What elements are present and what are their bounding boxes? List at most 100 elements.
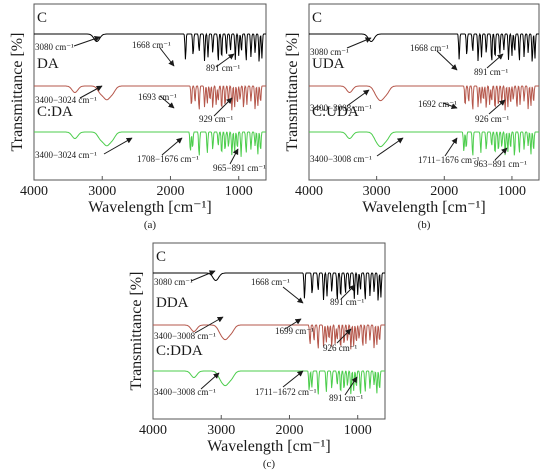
peak-annotation: 891 cm⁻¹ — [206, 63, 240, 73]
annotation-arrow — [336, 328, 352, 344]
peak-annotation: 1711−1672 cm⁻¹ — [255, 387, 317, 397]
annotation-arrow — [103, 137, 133, 155]
x-tick-label: 2000 — [275, 423, 303, 438]
panel-letter: (b) — [418, 219, 431, 231]
x-tick-label: 2000 — [430, 184, 458, 199]
annotation-arrow — [346, 89, 370, 107]
x-tick-label: 3000 — [207, 423, 235, 438]
annotation-arrow — [444, 137, 458, 157]
panel-3: C DDA C:DDA 3080 cm⁻¹ 1668 cm⁻¹ 891 cm⁻¹ 3400−… — [128, 242, 386, 470]
peak-annotation: 926 cm⁻¹ — [475, 114, 509, 124]
x-axis-label: Wavelength [cm⁻¹] — [88, 199, 211, 216]
peak-annotation: 1693 cm⁻¹ — [138, 92, 177, 102]
annotation-arrow — [213, 97, 233, 117]
annotation-arrow — [436, 50, 458, 71]
annotation-arrow — [190, 270, 216, 282]
peak-annotation: 891 cm⁻¹ — [330, 297, 364, 307]
plot-frame — [308, 3, 540, 181]
peak-annotation: 3080 cm⁻¹ — [310, 47, 349, 57]
series-label: C — [156, 249, 166, 265]
annotation-arrow — [229, 148, 239, 165]
plot-frame — [152, 242, 386, 420]
x-tick-label: 1000 — [498, 184, 526, 199]
spectrum-c — [34, 32, 266, 62]
spectrum-c-dda — [153, 370, 385, 395]
x-axis-label: Wavelength [cm⁻¹] — [362, 199, 485, 216]
x-tick-label: 4000 — [139, 423, 167, 438]
annotation-arrow — [73, 35, 101, 47]
series-label: C:DA — [37, 104, 73, 120]
peak-annotation: 926 cm⁻¹ — [323, 343, 357, 353]
x-tick-label: 4000 — [20, 184, 48, 199]
plot-frame — [33, 3, 267, 181]
peak-annotation: 965−891 cm⁻¹ — [213, 163, 266, 173]
spectrum-uda — [309, 84, 539, 111]
annotation-arrow — [340, 284, 356, 300]
y-axis-label: Transmittance [%] — [128, 272, 145, 391]
x-tick-label: 1000 — [344, 423, 372, 438]
y-axis-label: Transmittance [%] — [9, 33, 26, 152]
spectrum-c-uda — [309, 131, 539, 156]
panel-2: C UDA C:UDA 3080 cm⁻¹ 1668 cm⁻¹ 891 cm⁻¹ 3400−… — [284, 3, 540, 231]
spectrum-dda — [153, 324, 385, 350]
series-label: UDA — [312, 56, 345, 72]
peak-annotation: 1668 cm⁻¹ — [132, 40, 171, 50]
series-label: DDA — [156, 295, 189, 311]
annotation-arrow — [159, 47, 175, 67]
series-label: C:UDA — [312, 104, 359, 120]
series-label: C — [37, 10, 47, 26]
annotation-arrow — [486, 53, 504, 69]
annotation-arrow — [442, 102, 458, 110]
annotation-arrow — [161, 137, 183, 156]
x-tick-label: 3000 — [88, 184, 116, 199]
spectrum-c-da — [34, 131, 266, 157]
peak-annotation: 3400−3008 cm⁻¹ — [154, 387, 216, 397]
y-axis-label: Transmittance [%] — [284, 33, 301, 152]
spectrum-c — [153, 271, 385, 301]
peak-annotation: 3400−3024 cm⁻¹ — [35, 95, 97, 105]
x-tick-label: 1000 — [225, 184, 253, 199]
annotation-arrow — [282, 286, 304, 304]
annotation-arrow — [159, 95, 175, 109]
x-tick-label: 2000 — [156, 184, 184, 199]
annotation-arrow — [215, 53, 235, 68]
annotation-arrow — [376, 137, 404, 157]
annotation-arrow — [494, 147, 508, 161]
peak-annotation: 891 cm⁻¹ — [474, 67, 508, 77]
x-tick-label: 4000 — [295, 184, 323, 199]
peak-annotation: 1668 cm⁻¹ — [410, 43, 449, 53]
panel-letter: (c) — [263, 458, 276, 470]
peak-annotation: 891 cm⁻¹ — [329, 393, 363, 403]
panel-1: C DA C:DA 3080 cm⁻¹ 1668 cm⁻¹ 891 cm⁻¹ 3400−30… — [9, 3, 267, 231]
x-axis-label: Wavelength [cm⁻¹] — [207, 438, 330, 455]
annotation-arrow — [344, 376, 358, 396]
peak-annotation: 1708−1676 cm⁻¹ — [137, 154, 199, 164]
peak-annotation: 1692 cm⁻¹ — [418, 99, 457, 109]
panel-letter: (a) — [144, 219, 157, 231]
peak-annotation: 1711−1676 cm⁻¹ — [418, 155, 480, 165]
peak-annotation: 1668 cm⁻¹ — [251, 277, 290, 287]
peak-annotation: 3080 cm⁻¹ — [35, 42, 74, 52]
peak-annotation: 3400−3024 cm⁻¹ — [35, 150, 97, 160]
annotation-arrow — [284, 318, 302, 330]
peak-annotation: 963−891 cm⁻¹ — [474, 159, 527, 169]
annotation-arrow — [346, 37, 372, 49]
peak-annotation: 3400−3008 cm⁻¹ — [310, 103, 372, 113]
spectrum-c — [309, 32, 539, 62]
series-label: DA — [37, 56, 59, 72]
peak-annotation: 3400−3008 cm⁻¹ — [310, 154, 372, 164]
annotation-arrow — [200, 372, 220, 390]
annotation-arrow — [194, 316, 224, 334]
x-tick-label: 3000 — [363, 184, 391, 199]
peak-annotation: 929 cm⁻¹ — [199, 114, 233, 124]
spectrum-da — [34, 84, 266, 111]
annotation-arrow — [79, 85, 103, 99]
annotation-arrow — [282, 370, 304, 388]
series-label: C:DDA — [156, 343, 203, 359]
annotation-arrow — [488, 99, 506, 115]
peak-annotation: 1699 cm⁻¹ — [275, 326, 314, 336]
peak-annotation: 3080 cm⁻¹ — [154, 277, 193, 287]
series-label: C — [312, 10, 322, 26]
peak-annotation: 3400−3008 cm⁻¹ — [154, 331, 216, 341]
